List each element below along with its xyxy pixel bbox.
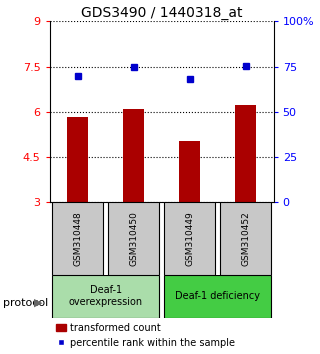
Text: ▶: ▶ bbox=[34, 298, 43, 308]
Bar bbox=[179, 141, 200, 202]
Bar bbox=[108, 202, 159, 275]
Text: Deaf-1 deficiency: Deaf-1 deficiency bbox=[175, 291, 260, 301]
Text: GSM310450: GSM310450 bbox=[129, 211, 138, 266]
Bar bbox=[235, 105, 256, 202]
Bar bbox=[52, 202, 103, 275]
Title: GDS3490 / 1440318_at: GDS3490 / 1440318_at bbox=[81, 6, 242, 20]
Text: protocol: protocol bbox=[3, 298, 48, 308]
Bar bbox=[52, 275, 159, 318]
Bar bbox=[164, 275, 271, 318]
Bar bbox=[220, 202, 271, 275]
Bar bbox=[123, 109, 144, 202]
Bar bbox=[67, 117, 88, 202]
Legend: transformed count, percentile rank within the sample: transformed count, percentile rank withi… bbox=[52, 319, 239, 352]
Text: GSM310448: GSM310448 bbox=[73, 211, 82, 266]
Text: GSM310449: GSM310449 bbox=[185, 211, 194, 266]
Bar bbox=[164, 202, 215, 275]
Text: GSM310452: GSM310452 bbox=[241, 211, 250, 266]
Text: Deaf-1
overexpression: Deaf-1 overexpression bbox=[68, 285, 143, 307]
